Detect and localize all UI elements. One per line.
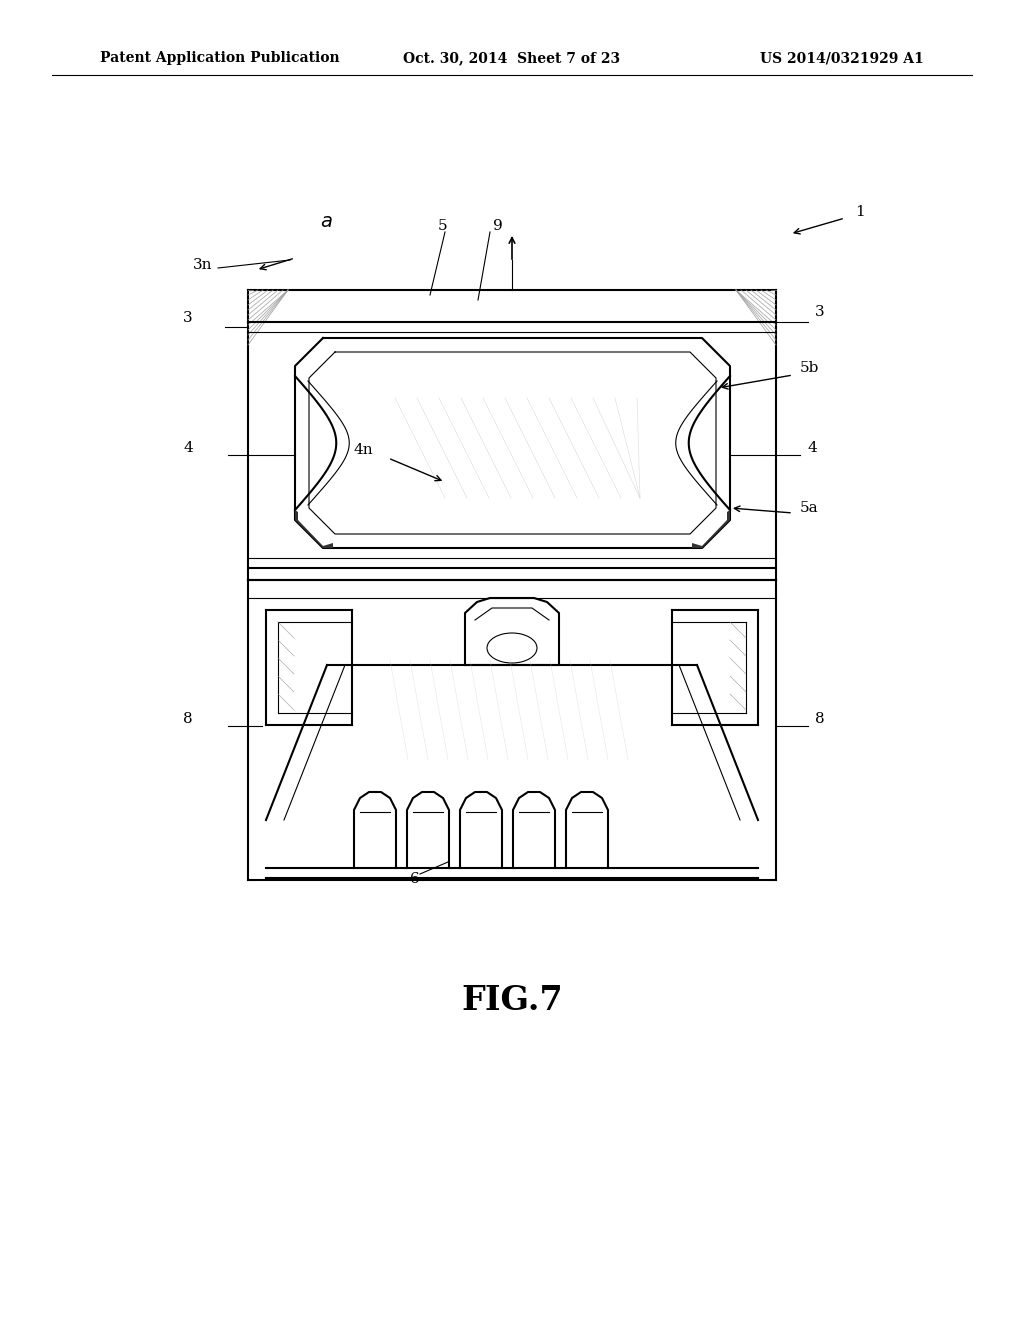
Text: 8: 8 — [183, 711, 193, 726]
Text: 4: 4 — [183, 441, 193, 455]
Text: 5a: 5a — [800, 502, 818, 515]
Text: 5: 5 — [438, 219, 447, 234]
Text: 4n: 4n — [353, 444, 373, 457]
Text: 4: 4 — [807, 441, 817, 455]
Text: US 2014/0321929 A1: US 2014/0321929 A1 — [760, 51, 924, 65]
Text: FIG.7: FIG.7 — [461, 983, 563, 1016]
Text: $a$: $a$ — [319, 213, 333, 231]
Text: 3: 3 — [815, 305, 824, 319]
Text: 3: 3 — [183, 312, 193, 325]
Text: 8: 8 — [815, 711, 824, 726]
Text: 6: 6 — [411, 873, 420, 886]
Text: Patent Application Publication: Patent Application Publication — [100, 51, 340, 65]
Polygon shape — [295, 510, 333, 548]
Text: 5b: 5b — [800, 360, 819, 375]
Text: Oct. 30, 2014  Sheet 7 of 23: Oct. 30, 2014 Sheet 7 of 23 — [403, 51, 621, 65]
Text: 1: 1 — [855, 205, 864, 219]
Text: 9: 9 — [494, 219, 503, 234]
Polygon shape — [692, 510, 730, 548]
Text: 3n: 3n — [193, 257, 213, 272]
